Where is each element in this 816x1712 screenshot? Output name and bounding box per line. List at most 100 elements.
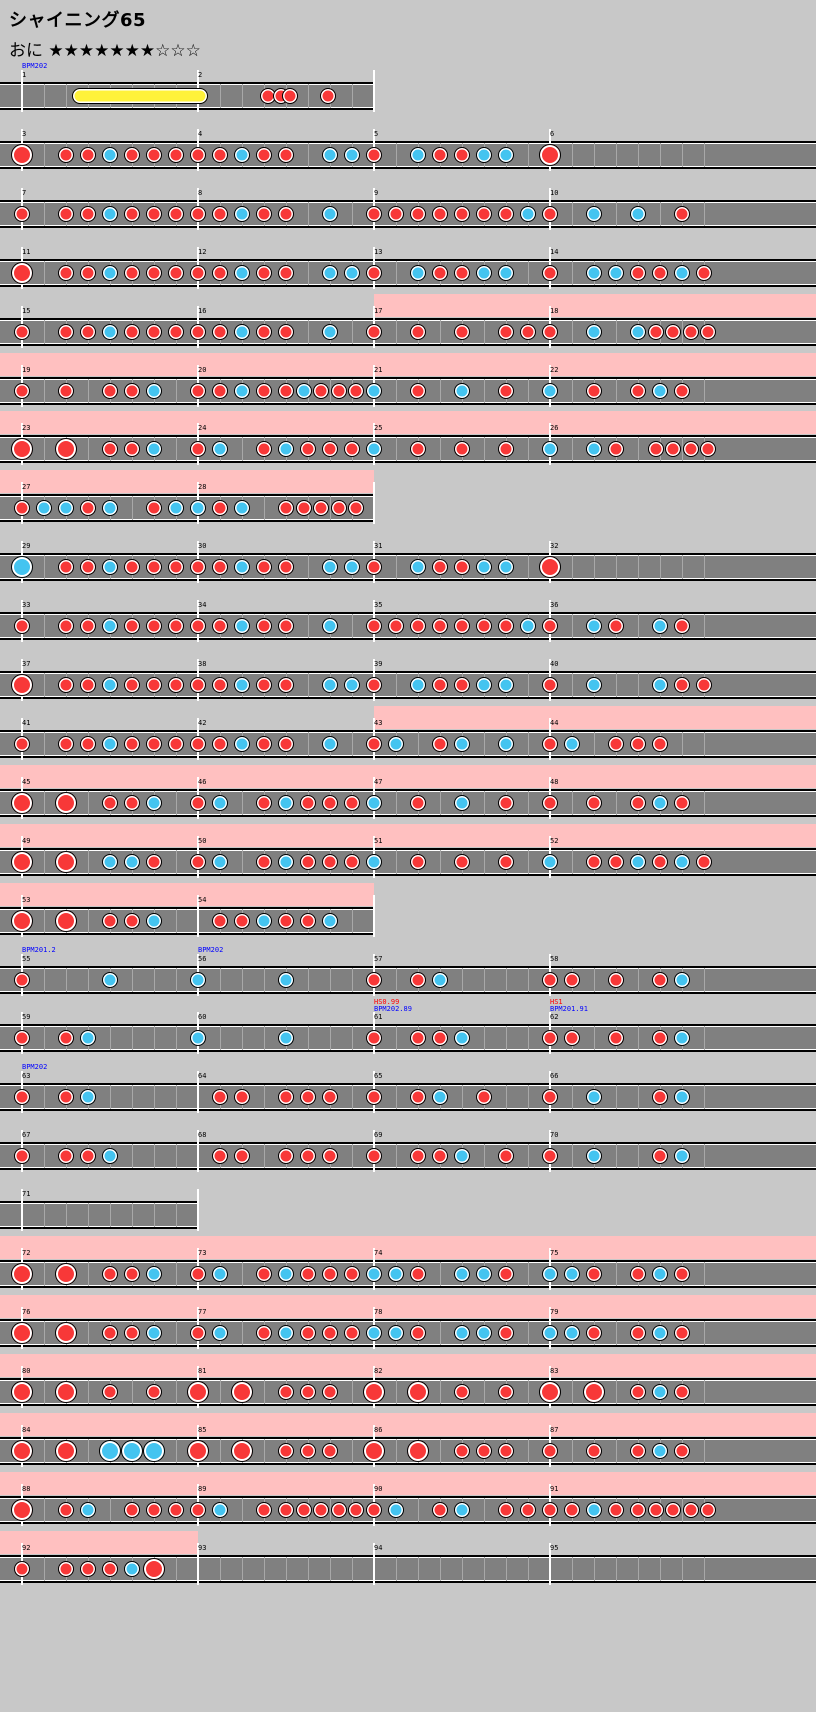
ka-note <box>652 382 668 399</box>
beat-line <box>66 967 67 992</box>
beat-line <box>396 319 397 344</box>
beat-line <box>704 1556 705 1581</box>
ka-note <box>278 853 294 870</box>
beat-line <box>176 1320 177 1345</box>
ka-note <box>278 1324 294 1341</box>
don-note <box>363 1439 385 1462</box>
ka-note <box>278 1030 294 1047</box>
don-note <box>542 971 558 988</box>
bar-line <box>197 1542 199 1585</box>
ka-note <box>80 1030 96 1047</box>
measure-number: 89 <box>198 1484 207 1493</box>
don-note <box>388 205 404 222</box>
chart-row: 1 BPM202 2 <box>0 56 816 120</box>
don-note <box>322 1442 338 1459</box>
don-note <box>190 853 206 870</box>
don-note <box>674 794 690 811</box>
don-note <box>330 382 347 399</box>
measure-number: 17 <box>374 306 383 315</box>
gogo-section <box>0 1236 816 1259</box>
beat-line <box>528 437 529 462</box>
don-note <box>542 205 558 222</box>
don-note <box>124 618 140 635</box>
measure-number: 77 <box>198 1307 207 1316</box>
measure-number: 30 <box>198 542 207 551</box>
measure-number: 31 <box>374 542 383 551</box>
ka-note <box>234 323 250 340</box>
ka-note <box>278 794 294 811</box>
ka-note <box>542 441 558 458</box>
ka-note <box>102 146 118 163</box>
beat-line <box>638 673 639 697</box>
don-note <box>146 853 162 870</box>
don-note <box>498 1442 514 1459</box>
ka-note <box>234 559 250 576</box>
beat-line <box>484 967 485 992</box>
measure-number: 95 <box>550 1543 559 1552</box>
bar-line <box>197 1130 199 1173</box>
ka-note <box>410 146 426 163</box>
don-note <box>187 1439 209 1462</box>
don-note <box>665 1501 682 1518</box>
measure-number: 59 <box>22 1013 31 1022</box>
chart-row: 15 16 17 18 <box>0 292 816 356</box>
ka-note <box>366 794 382 811</box>
beat-line <box>352 1438 353 1463</box>
don-note <box>190 323 206 340</box>
ka-note <box>652 1324 668 1341</box>
beat-line <box>352 908 353 933</box>
beat-line <box>418 1556 419 1581</box>
ka-note <box>190 1030 206 1047</box>
don-note <box>102 441 118 458</box>
lane-edge <box>0 1285 816 1286</box>
don-note <box>234 1148 250 1165</box>
beat-line <box>682 731 683 756</box>
measure-number: 1 <box>22 71 27 79</box>
gogo-section <box>0 470 374 494</box>
measure-number: 4 <box>198 129 203 138</box>
don-note <box>58 618 74 635</box>
don-note <box>674 677 690 693</box>
gogo-section <box>0 1353 816 1377</box>
lane-edge <box>0 224 816 226</box>
don-note <box>80 1148 96 1165</box>
beat-line <box>660 555 661 580</box>
lane-edge <box>0 1049 816 1051</box>
lane-edge <box>0 813 816 815</box>
beat-line <box>242 84 243 108</box>
beat-line <box>44 614 45 639</box>
don-note <box>11 143 33 166</box>
chart-row: 37 38 39 40 <box>0 645 816 709</box>
beat-line <box>572 1379 573 1404</box>
don-note <box>608 1030 624 1047</box>
don-note <box>102 1266 118 1282</box>
beat-line <box>616 555 617 580</box>
don-note <box>674 1442 690 1459</box>
don-note <box>212 618 228 635</box>
don-note <box>630 264 646 281</box>
don-note <box>432 1030 448 1047</box>
ka-note <box>99 1439 121 1462</box>
don-note <box>700 441 717 458</box>
beat-line <box>88 1379 89 1404</box>
beat-line <box>440 319 441 344</box>
measure-number: 49 <box>22 836 31 845</box>
ka-note <box>234 677 250 693</box>
don-note <box>366 205 382 222</box>
ka-note <box>630 853 646 870</box>
beat-line <box>132 1085 133 1110</box>
don-note <box>322 1089 338 1106</box>
don-note <box>432 1501 448 1518</box>
don-note <box>278 735 294 752</box>
don-note <box>11 850 33 873</box>
ka-note <box>168 500 184 517</box>
ka-note <box>278 1266 294 1282</box>
note-lane <box>0 1318 816 1347</box>
measure-number: 70 <box>550 1131 559 1140</box>
beat-line <box>66 1203 67 1228</box>
note-lane <box>0 140 816 169</box>
chart-row: 55 BPM201.2 56 BPM202 57 58 <box>0 940 816 1004</box>
lane-edge <box>0 673 816 674</box>
don-note <box>700 323 717 340</box>
don-note <box>168 559 184 576</box>
